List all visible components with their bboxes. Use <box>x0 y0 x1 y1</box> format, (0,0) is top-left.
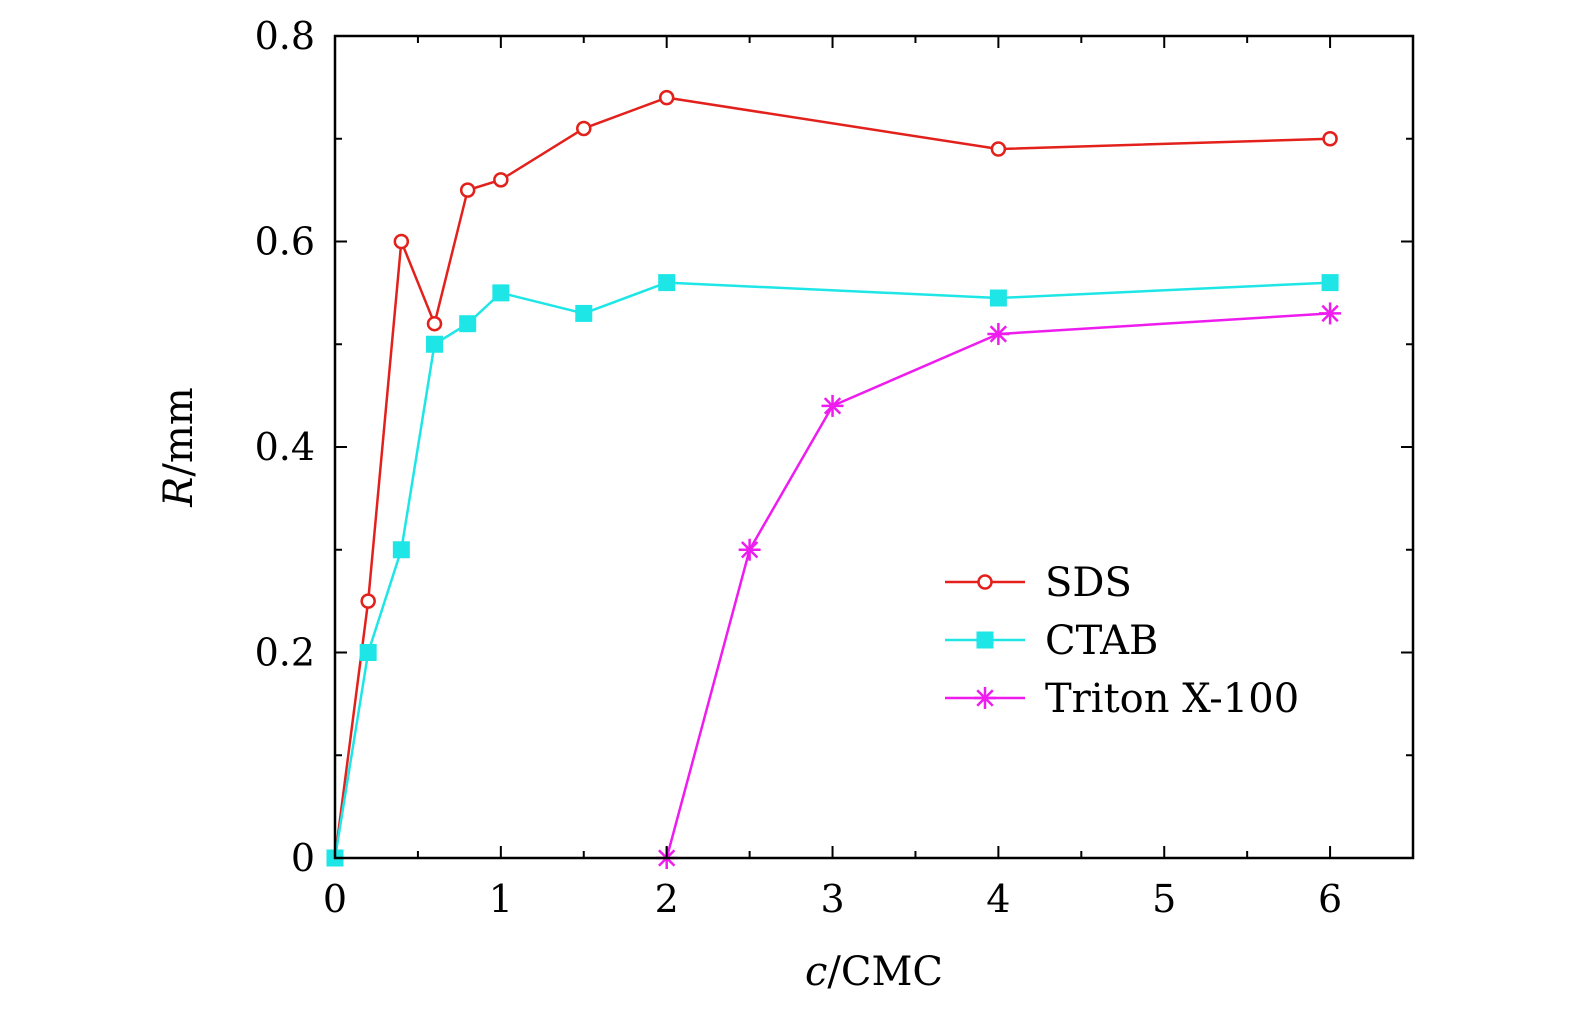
series-ctab <box>326 274 1339 867</box>
plot-frame <box>333 34 1415 860</box>
data-point-sds <box>493 172 509 188</box>
legend-label: Triton X-100 <box>1045 676 1299 722</box>
data-point-sds <box>393 233 410 250</box>
legend: SDS CTAB Triton X-100 <box>945 560 1299 722</box>
data-point-triton-x-100 <box>738 538 761 561</box>
x-tick-label: 0 <box>323 877 347 921</box>
data-point-ctab <box>426 335 444 353</box>
series-line-sds <box>333 96 1331 859</box>
y-axis-label: R/mm <box>156 387 202 507</box>
legend-item-ctab: CTAB <box>945 618 1158 664</box>
data-point-sds <box>360 593 376 609</box>
data-point-ctab <box>492 284 510 302</box>
data-point-ctab <box>575 304 593 322</box>
x-tick-label: 4 <box>986 877 1010 921</box>
x-axis-label: c/CMC <box>805 949 943 995</box>
data-point-triton-x-100 <box>987 322 1010 345</box>
data-point-ctab <box>1321 274 1339 292</box>
series-line-triton-x-100 <box>665 312 1331 859</box>
legend-marker <box>977 574 993 590</box>
series-line-ctab <box>333 281 1331 859</box>
data-point-triton-x-100 <box>821 394 844 417</box>
legend-label: CTAB <box>1045 618 1158 664</box>
data-point-ctab <box>989 289 1007 307</box>
series-sds <box>327 89 1338 866</box>
legend-marker <box>976 631 994 649</box>
y-tick-label: 0.6 <box>255 220 315 264</box>
x-tick-label: 3 <box>820 877 844 921</box>
legend-item-sds: SDS <box>945 560 1132 606</box>
y-axis-label-variable: R <box>156 477 202 508</box>
x-tick-label: 2 <box>655 877 679 921</box>
x-axis-label-variable: c <box>805 949 827 995</box>
y-axis-label-unit: /mm <box>156 387 202 476</box>
data-point-sds <box>576 120 592 137</box>
data-point-ctab <box>658 274 676 292</box>
x-tick-label: 1 <box>489 877 513 921</box>
data-point-sds <box>990 141 1007 157</box>
data-point-sds <box>658 89 675 106</box>
legend-item-triton-x-100: Triton X-100 <box>945 676 1299 722</box>
y-tick-label: 0.2 <box>255 631 315 675</box>
data-point-sds <box>1322 131 1338 147</box>
data-point-triton-x-100 <box>1319 302 1342 325</box>
x-tick-label: 6 <box>1318 877 1342 921</box>
y-tick-label: 0 <box>291 836 315 880</box>
data-point-ctab <box>359 644 377 661</box>
data-point-sds <box>426 315 443 332</box>
y-tick-label: 0.4 <box>255 425 315 469</box>
y-tick-label: 0.8 <box>255 14 315 58</box>
x-axis-label-unit: /CMC <box>827 949 943 995</box>
legend-label: SDS <box>1045 560 1132 606</box>
legend-marker <box>974 687 996 709</box>
data-point-ctab <box>392 541 410 559</box>
ticks-layer: 0 1 2 3 4 5 6 0 0.2 0.4 0.6 0.8 <box>255 14 1413 921</box>
data-point-ctab <box>459 315 477 333</box>
data-point-sds <box>459 182 476 198</box>
x-tick-label: 5 <box>1152 877 1176 921</box>
series-triton-x-100 <box>655 302 1342 869</box>
series-layer <box>326 89 1342 869</box>
